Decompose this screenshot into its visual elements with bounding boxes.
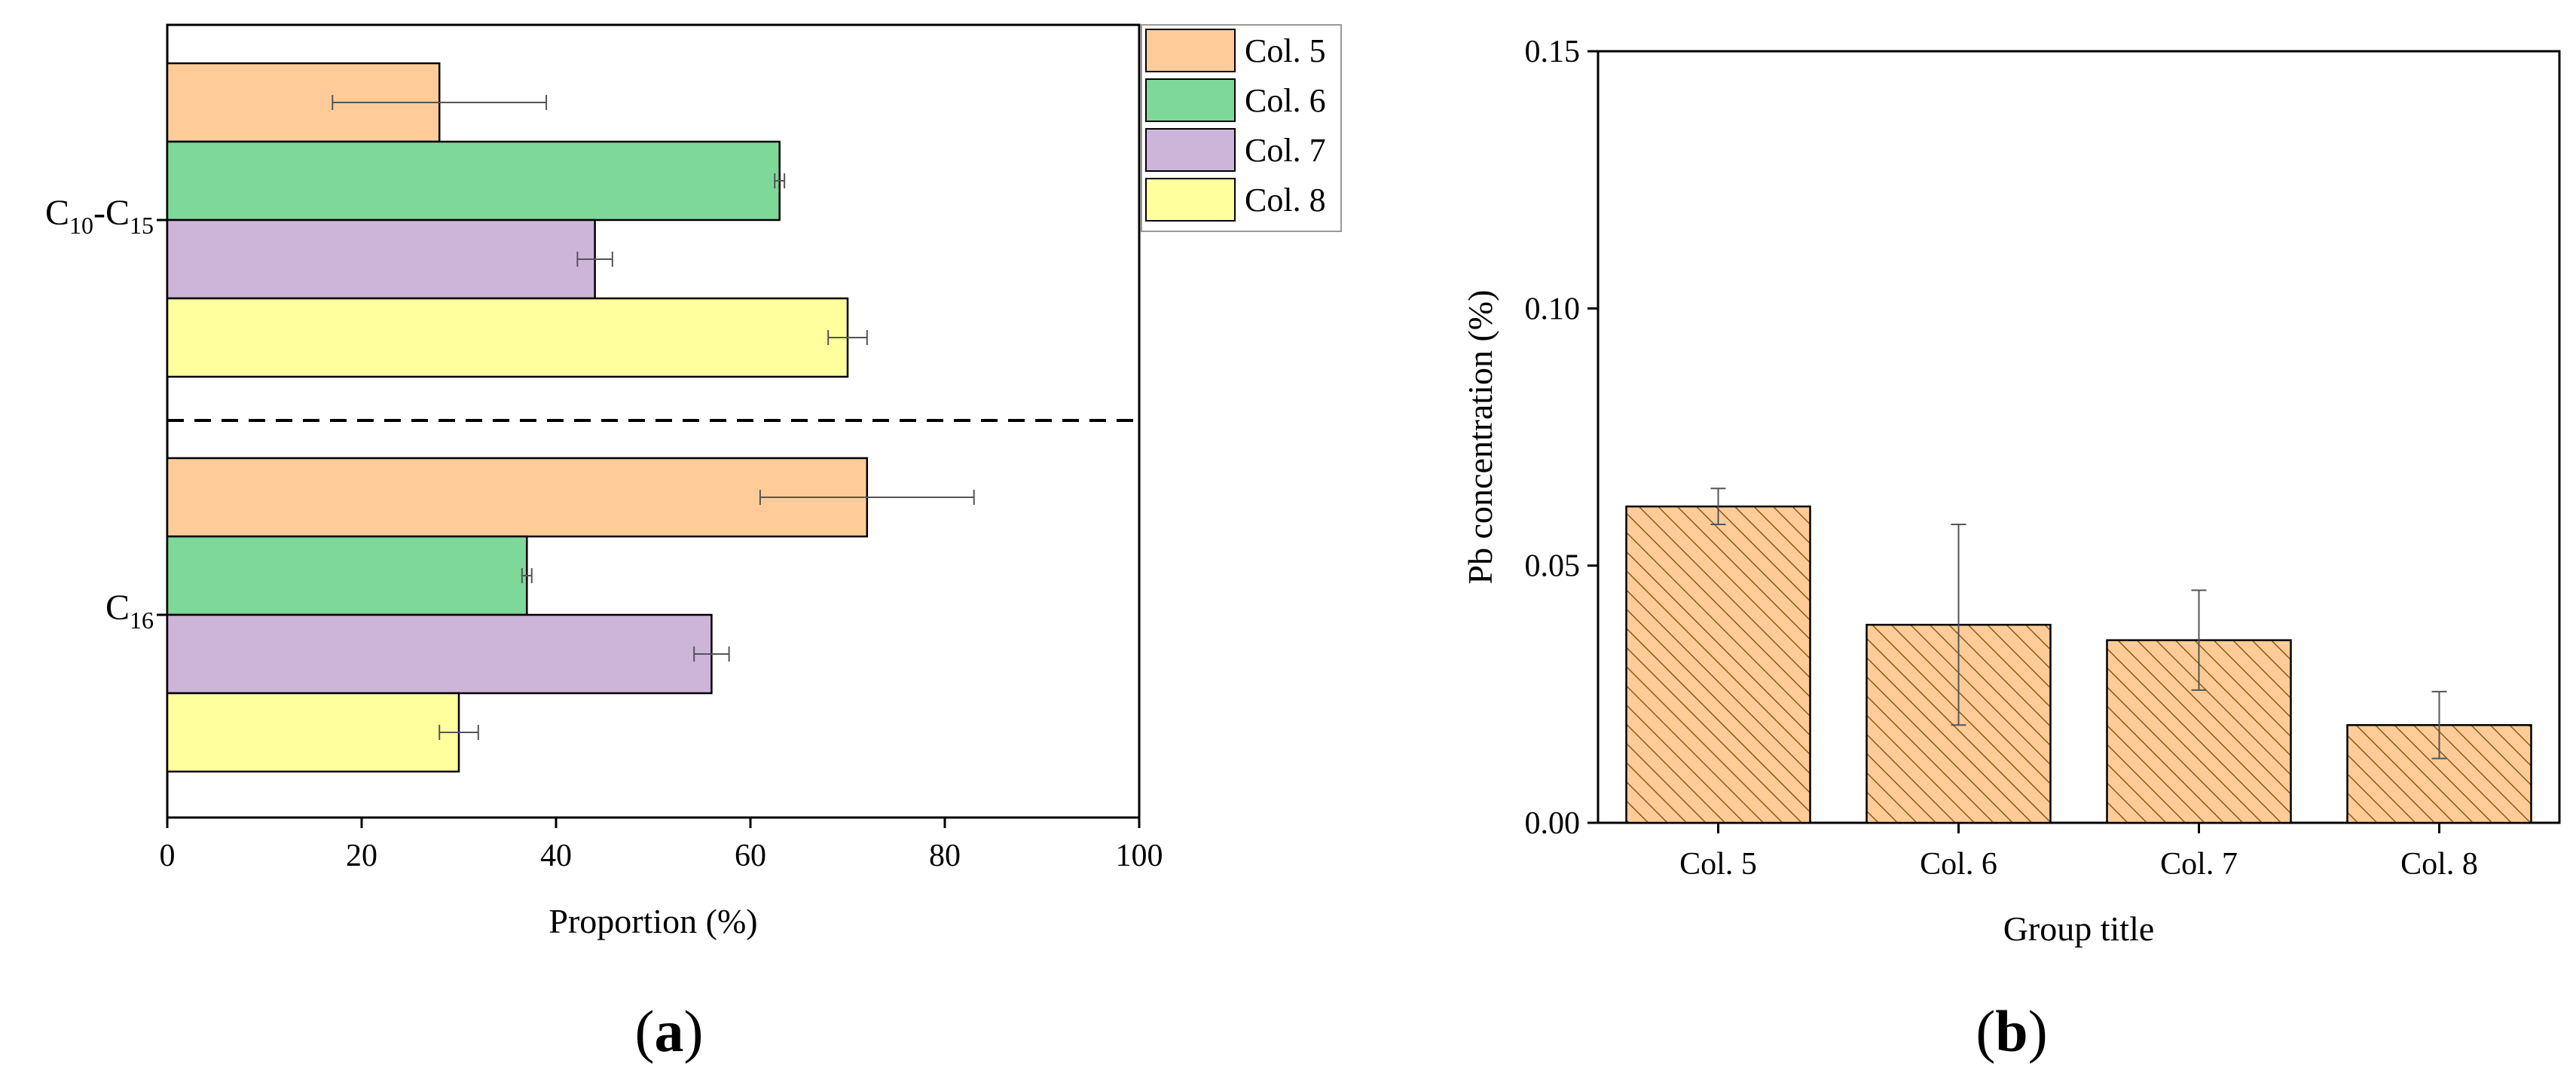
y-tick-label: 0.10 xyxy=(1525,292,1581,326)
chart-a-horizontal-bars: 0 20 40 60 80 100 Proportion (%) C10-C15 C16 Col.… xyxy=(45,23,1342,940)
legend-label: Col. 6 xyxy=(1245,82,1326,119)
legend-swatch xyxy=(1145,29,1236,72)
x-tick-label: Col. 5 xyxy=(1679,847,1757,882)
category-label: C16 xyxy=(105,588,154,634)
y-tick-label: 0.05 xyxy=(1525,549,1581,584)
bar-c10-c15-col-7 xyxy=(166,219,596,300)
bar-c16-col-5 xyxy=(166,457,869,538)
bar-c10-c15-col-6 xyxy=(166,140,781,222)
x-tick-label: 20 xyxy=(346,839,377,873)
legend-swatch xyxy=(1145,78,1236,122)
bar-c10-c15-col-8 xyxy=(166,297,849,378)
legend-swatch xyxy=(1145,178,1236,222)
y-tick-label: 0.00 xyxy=(1525,806,1581,841)
bar-c16-col-8 xyxy=(166,692,460,773)
x-tick-label: 60 xyxy=(735,839,766,873)
panel-label-b: (b) xyxy=(1976,998,2047,1064)
bar-col-5 xyxy=(1625,505,1811,824)
panel-labels: (a) (b) xyxy=(635,998,2048,1064)
y-tick-label: 0.15 xyxy=(1525,35,1581,69)
y-axis-title: Pb concentration (%) xyxy=(1461,290,1499,585)
x-tick-label: 40 xyxy=(540,839,572,873)
bar-c16-col-6 xyxy=(166,535,528,616)
legend-label: Col. 7 xyxy=(1245,132,1326,169)
bar-c16-col-7 xyxy=(166,613,713,695)
plot-b-frame xyxy=(1597,50,2561,824)
x-tick-label: Col. 8 xyxy=(2400,847,2478,882)
panel-label-a: (a) xyxy=(635,998,704,1064)
x-axis-title: Group title xyxy=(2003,909,2155,948)
x-tick-label: 100 xyxy=(1116,839,1163,873)
legend-a: Col. 5 Col. 6 Col. 7 Col. 8 xyxy=(1141,24,1342,232)
x-tick-label: 80 xyxy=(929,839,961,873)
chart-b-pb-concentration: Col. 5 Col. 6 Col. 7 Col. 8 0.00 0.05 0.10 0.15… xyxy=(1461,35,2561,948)
x-tick-label: Col. 6 xyxy=(1920,847,1997,882)
legend-label: Col. 8 xyxy=(1245,182,1326,219)
legend-label: Col. 5 xyxy=(1245,32,1326,69)
x-tick-label: 0 xyxy=(160,839,176,873)
category-label: C10-C15 xyxy=(45,193,154,239)
x-tick-label: Col. 7 xyxy=(2160,847,2238,882)
x-axis-title: Proportion (%) xyxy=(549,902,757,940)
legend-swatch xyxy=(1145,128,1236,172)
